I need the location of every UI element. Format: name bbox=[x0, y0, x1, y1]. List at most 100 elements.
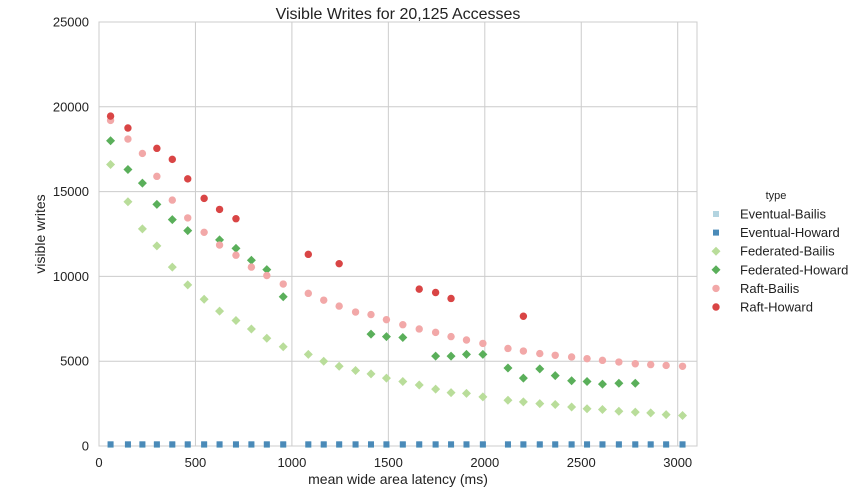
legend-item-eventual-howard: Eventual-Howard bbox=[713, 225, 840, 240]
point-raft-bailis bbox=[678, 362, 687, 370]
point-federated-howard bbox=[278, 292, 288, 302]
series-federated-howard bbox=[106, 136, 640, 389]
point-federated-bailis bbox=[319, 356, 329, 366]
point-federated-howard bbox=[137, 178, 147, 188]
legend-label-eventual-howard: Eventual-Howard bbox=[740, 225, 840, 240]
legend-marker-federated-bailis bbox=[711, 246, 721, 256]
point-federated-bailis bbox=[381, 373, 391, 383]
point-federated-howard bbox=[231, 243, 241, 253]
point-eventual-howard bbox=[568, 441, 575, 448]
point-raft-bailis bbox=[279, 280, 287, 288]
point-raft-bailis bbox=[320, 296, 328, 304]
point-eventual-howard bbox=[124, 441, 131, 448]
point-raft-howard bbox=[232, 215, 240, 223]
legend-title: type bbox=[766, 190, 787, 202]
point-eventual-howard bbox=[663, 441, 670, 448]
point-raft-howard bbox=[124, 124, 132, 132]
point-federated-bailis bbox=[567, 402, 577, 412]
legend-item-federated-howard: Federated-Howard bbox=[711, 262, 848, 277]
point-raft-howard bbox=[415, 285, 423, 293]
point-federated-bailis bbox=[431, 384, 441, 394]
legend-label-raft-howard: Raft-Howard bbox=[740, 300, 813, 315]
point-raft-bailis bbox=[247, 263, 256, 271]
point-raft-bailis bbox=[647, 360, 655, 369]
point-federated-bailis bbox=[167, 262, 177, 272]
point-eventual-howard bbox=[201, 441, 208, 448]
point-eventual-howard bbox=[305, 441, 312, 448]
point-federated-howard bbox=[518, 373, 528, 383]
point-eventual-howard bbox=[520, 441, 527, 448]
point-raft-bailis bbox=[536, 349, 544, 358]
point-raft-bailis bbox=[598, 356, 607, 365]
point-raft-bailis bbox=[631, 360, 639, 368]
plot-area bbox=[98, 21, 698, 447]
point-eventual-howard bbox=[320, 441, 327, 448]
point-raft-bailis bbox=[168, 196, 177, 204]
point-raft-bailis bbox=[335, 302, 343, 310]
point-raft-bailis bbox=[351, 308, 360, 316]
y-tick-labels: 0 5000 10000 15000 20000 25000 bbox=[53, 15, 89, 454]
legend-marker-eventual-howard bbox=[713, 229, 719, 236]
point-federated-bailis bbox=[414, 380, 424, 390]
point-federated-bailis bbox=[366, 369, 376, 379]
point-raft-howard bbox=[335, 259, 343, 268]
point-raft-bailis bbox=[447, 332, 455, 341]
point-federated-bailis bbox=[661, 410, 671, 420]
point-federated-howard bbox=[550, 371, 560, 381]
point-federated-bailis bbox=[478, 392, 488, 402]
point-federated-howard bbox=[152, 199, 162, 209]
point-federated-bailis bbox=[215, 306, 225, 316]
point-raft-bailis bbox=[662, 361, 670, 370]
point-federated-bailis bbox=[231, 315, 241, 325]
point-raft-bailis bbox=[232, 251, 240, 259]
point-raft-bailis bbox=[200, 228, 208, 237]
point-eventual-howard bbox=[399, 441, 406, 448]
point-federated-howard bbox=[446, 351, 456, 361]
point-raft-howard bbox=[215, 205, 224, 214]
point-raft-bailis bbox=[415, 325, 423, 333]
point-federated-howard bbox=[106, 136, 116, 146]
legend-label-raft-bailis: Raft-Bailis bbox=[740, 281, 800, 296]
point-raft-howard bbox=[431, 288, 440, 297]
y-tick-label: 25000 bbox=[53, 15, 89, 30]
point-eventual-howard bbox=[352, 441, 359, 448]
x-tick-labels: 0 500 1000 1500 2000 2500 3000 bbox=[95, 455, 692, 470]
point-federated-howard bbox=[567, 376, 577, 386]
point-raft-howard bbox=[200, 194, 208, 203]
point-raft-howard bbox=[304, 250, 312, 259]
y-tick-label: 5000 bbox=[60, 354, 89, 369]
point-eventual-howard bbox=[232, 441, 239, 448]
point-federated-bailis bbox=[614, 406, 624, 416]
point-eventual-howard bbox=[367, 441, 374, 448]
point-raft-bailis bbox=[567, 353, 576, 361]
point-federated-bailis bbox=[152, 241, 162, 251]
point-raft-howard bbox=[153, 144, 161, 153]
point-raft-howard bbox=[447, 294, 455, 303]
point-eventual-howard bbox=[504, 441, 511, 448]
x-tick-label: 3000 bbox=[663, 455, 692, 470]
point-eventual-howard bbox=[479, 441, 486, 448]
point-federated-bailis bbox=[446, 388, 456, 398]
point-eventual-howard bbox=[432, 441, 439, 448]
point-raft-howard bbox=[519, 312, 528, 320]
point-raft-bailis bbox=[615, 358, 623, 366]
point-raft-howard bbox=[184, 175, 192, 183]
point-federated-bailis bbox=[550, 399, 560, 409]
point-eventual-howard bbox=[139, 441, 146, 448]
point-raft-howard bbox=[168, 155, 177, 164]
point-raft-bailis bbox=[304, 289, 312, 298]
y-tick-label: 0 bbox=[82, 439, 89, 454]
point-federated-howard bbox=[582, 377, 592, 387]
point-raft-bailis bbox=[583, 354, 591, 363]
grid bbox=[98, 21, 697, 447]
point-raft-bailis bbox=[479, 339, 487, 348]
point-eventual-howard bbox=[153, 441, 160, 448]
point-eventual-howard bbox=[169, 441, 176, 448]
series-federated-bailis bbox=[106, 159, 688, 420]
point-federated-howard bbox=[431, 351, 441, 361]
point-federated-bailis bbox=[398, 377, 408, 387]
point-federated-howard bbox=[614, 378, 624, 388]
point-federated-howard bbox=[398, 332, 408, 342]
legend: type Eventual-Bailis Eventual-Howard Feder… bbox=[711, 190, 848, 315]
series-eventual-howard bbox=[107, 441, 686, 448]
